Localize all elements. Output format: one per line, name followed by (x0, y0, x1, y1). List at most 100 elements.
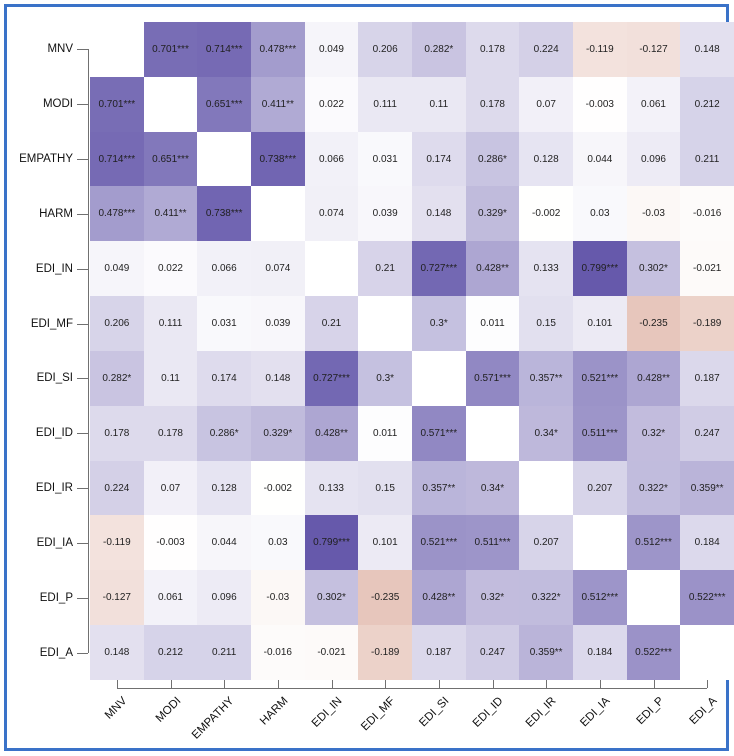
matrix-cell: 0.031 (197, 296, 251, 351)
matrix-cell: 0.727*** (412, 241, 466, 297)
y-axis-tick (77, 542, 88, 544)
y-axis-line (88, 49, 89, 653)
x-axis-tick (599, 680, 601, 688)
y-axis-label: EDI_P (39, 591, 73, 604)
matrix-cell: -0.127 (626, 22, 681, 77)
matrix-cell: 0.212 (143, 625, 198, 680)
matrix-cell: 0.039 (358, 186, 412, 242)
y-axis-label: EDI_A (39, 646, 73, 659)
x-axis-tick (277, 680, 279, 688)
matrix-cell: 0.651*** (197, 76, 251, 132)
matrix-cell: 0.211 (680, 131, 734, 187)
y-axis-label: EDI_IA (36, 536, 73, 549)
matrix-cell: 0.357** (412, 460, 466, 516)
matrix-cell-diagonal (358, 296, 412, 351)
matrix-cell: 0.512*** (573, 570, 627, 626)
matrix-cell: 0.022 (304, 76, 359, 132)
y-axis-tick (77, 268, 88, 270)
matrix-cell: 0.15 (519, 296, 573, 351)
y-axis-tick (77, 652, 88, 654)
matrix-cell: 0.571*** (412, 405, 466, 461)
matrix-cell-diagonal (90, 22, 144, 77)
matrix-cell: 0.428** (412, 570, 466, 626)
matrix-cell: 0.207 (519, 515, 573, 571)
matrix-cell: 0.714*** (90, 131, 144, 187)
matrix-cell: 0.133 (519, 241, 573, 297)
matrix-cell: 0.039 (251, 296, 305, 351)
matrix-cell: 0.359** (680, 460, 734, 516)
matrix-cell: 0.286* (465, 131, 520, 187)
matrix-cell: 0.478*** (90, 186, 144, 242)
y-axis-label: EDI_SI (36, 372, 73, 385)
matrix-cell-diagonal (304, 241, 359, 297)
matrix-cell: 0.207 (573, 460, 627, 516)
matrix-cell: 0.184 (680, 515, 734, 571)
matrix-cell: 0.096 (626, 131, 681, 187)
matrix-cell: 0.302* (304, 570, 359, 626)
matrix-cell: 0.224 (519, 22, 573, 77)
matrix-cell: -0.021 (680, 241, 734, 297)
matrix-cell: 0.738*** (197, 186, 251, 242)
x-axis-tick (116, 680, 118, 688)
x-axis-tick (546, 680, 548, 688)
matrix-cell: -0.002 (519, 186, 573, 242)
matrix-cell: 0.329* (465, 186, 520, 242)
matrix-cell: 0.511*** (465, 515, 520, 571)
matrix-cell: 0.148 (251, 350, 305, 406)
matrix-cell: 0.286* (197, 405, 251, 461)
matrix-cell: 0.061 (626, 76, 681, 132)
matrix-cell: 0.101 (358, 515, 412, 571)
x-axis-tick (492, 680, 494, 688)
matrix-cell: 0.478*** (251, 22, 305, 77)
matrix-cell: 0.011 (465, 296, 520, 351)
matrix-cell: 0.34* (519, 405, 573, 461)
x-axis-tick (707, 680, 709, 688)
matrix-cell: 0.111 (143, 296, 198, 351)
matrix-cell: 0.21 (358, 241, 412, 297)
matrix-cell: -0.119 (90, 515, 144, 571)
matrix-cell-diagonal (519, 460, 573, 516)
x-axis-tick (385, 680, 387, 688)
matrix-cell: 0.178 (90, 405, 144, 461)
matrix-cell: 0.03 (573, 186, 627, 242)
matrix-cell: 0.174 (412, 131, 466, 187)
x-axis-tick (438, 680, 440, 688)
matrix-cell: -0.119 (573, 22, 627, 77)
matrix-cell-diagonal (197, 131, 251, 187)
matrix-cell: 0.727*** (304, 350, 359, 406)
matrix-cell: -0.235 (626, 296, 681, 351)
matrix-cell: 0.074 (251, 241, 305, 297)
matrix-cell: 0.128 (197, 460, 251, 516)
matrix-cell: -0.003 (143, 515, 198, 571)
matrix-cell: 0.148 (680, 22, 734, 77)
matrix-cell: -0.016 (680, 186, 734, 242)
matrix-cell: 0.049 (304, 22, 359, 77)
matrix-cell: 0.302* (626, 241, 681, 297)
matrix-cell: 0.799*** (573, 241, 627, 297)
matrix-cell: 0.178 (143, 405, 198, 461)
matrix-cell: 0.3* (412, 296, 466, 351)
matrix-cell: 0.07 (519, 76, 573, 132)
matrix-cell: 0.511*** (573, 405, 627, 461)
y-axis-tick (77, 378, 88, 380)
matrix-cell: 0.247 (680, 405, 734, 461)
y-axis-label: EMPATHY (19, 153, 73, 166)
figure-border: 0.701*** 0.714*** 0.478*** 0.049 0.206 0.282*… (4, 4, 734, 751)
matrix-cell-diagonal (573, 515, 627, 571)
matrix-cell: 0.701*** (143, 22, 198, 77)
matrix-cell: 0.701*** (90, 76, 144, 132)
matrix-cell: 0.571*** (465, 350, 520, 406)
y-axis-label: MNV (47, 43, 73, 56)
matrix-cell: 0.322* (626, 460, 681, 516)
matrix-cell: 0.011 (358, 405, 412, 461)
matrix-cell: 0.3* (358, 350, 412, 406)
matrix-cell: 0.359** (519, 625, 573, 680)
matrix-cell: -0.189 (680, 296, 734, 351)
y-axis-tick (77, 433, 88, 435)
matrix-cell: 0.522*** (626, 625, 681, 680)
matrix-cell-diagonal (251, 186, 305, 242)
matrix-cell: 0.061 (143, 570, 198, 626)
matrix-cell: 0.206 (90, 296, 144, 351)
x-axis-tick (331, 680, 333, 688)
matrix-cell: 0.066 (304, 131, 359, 187)
